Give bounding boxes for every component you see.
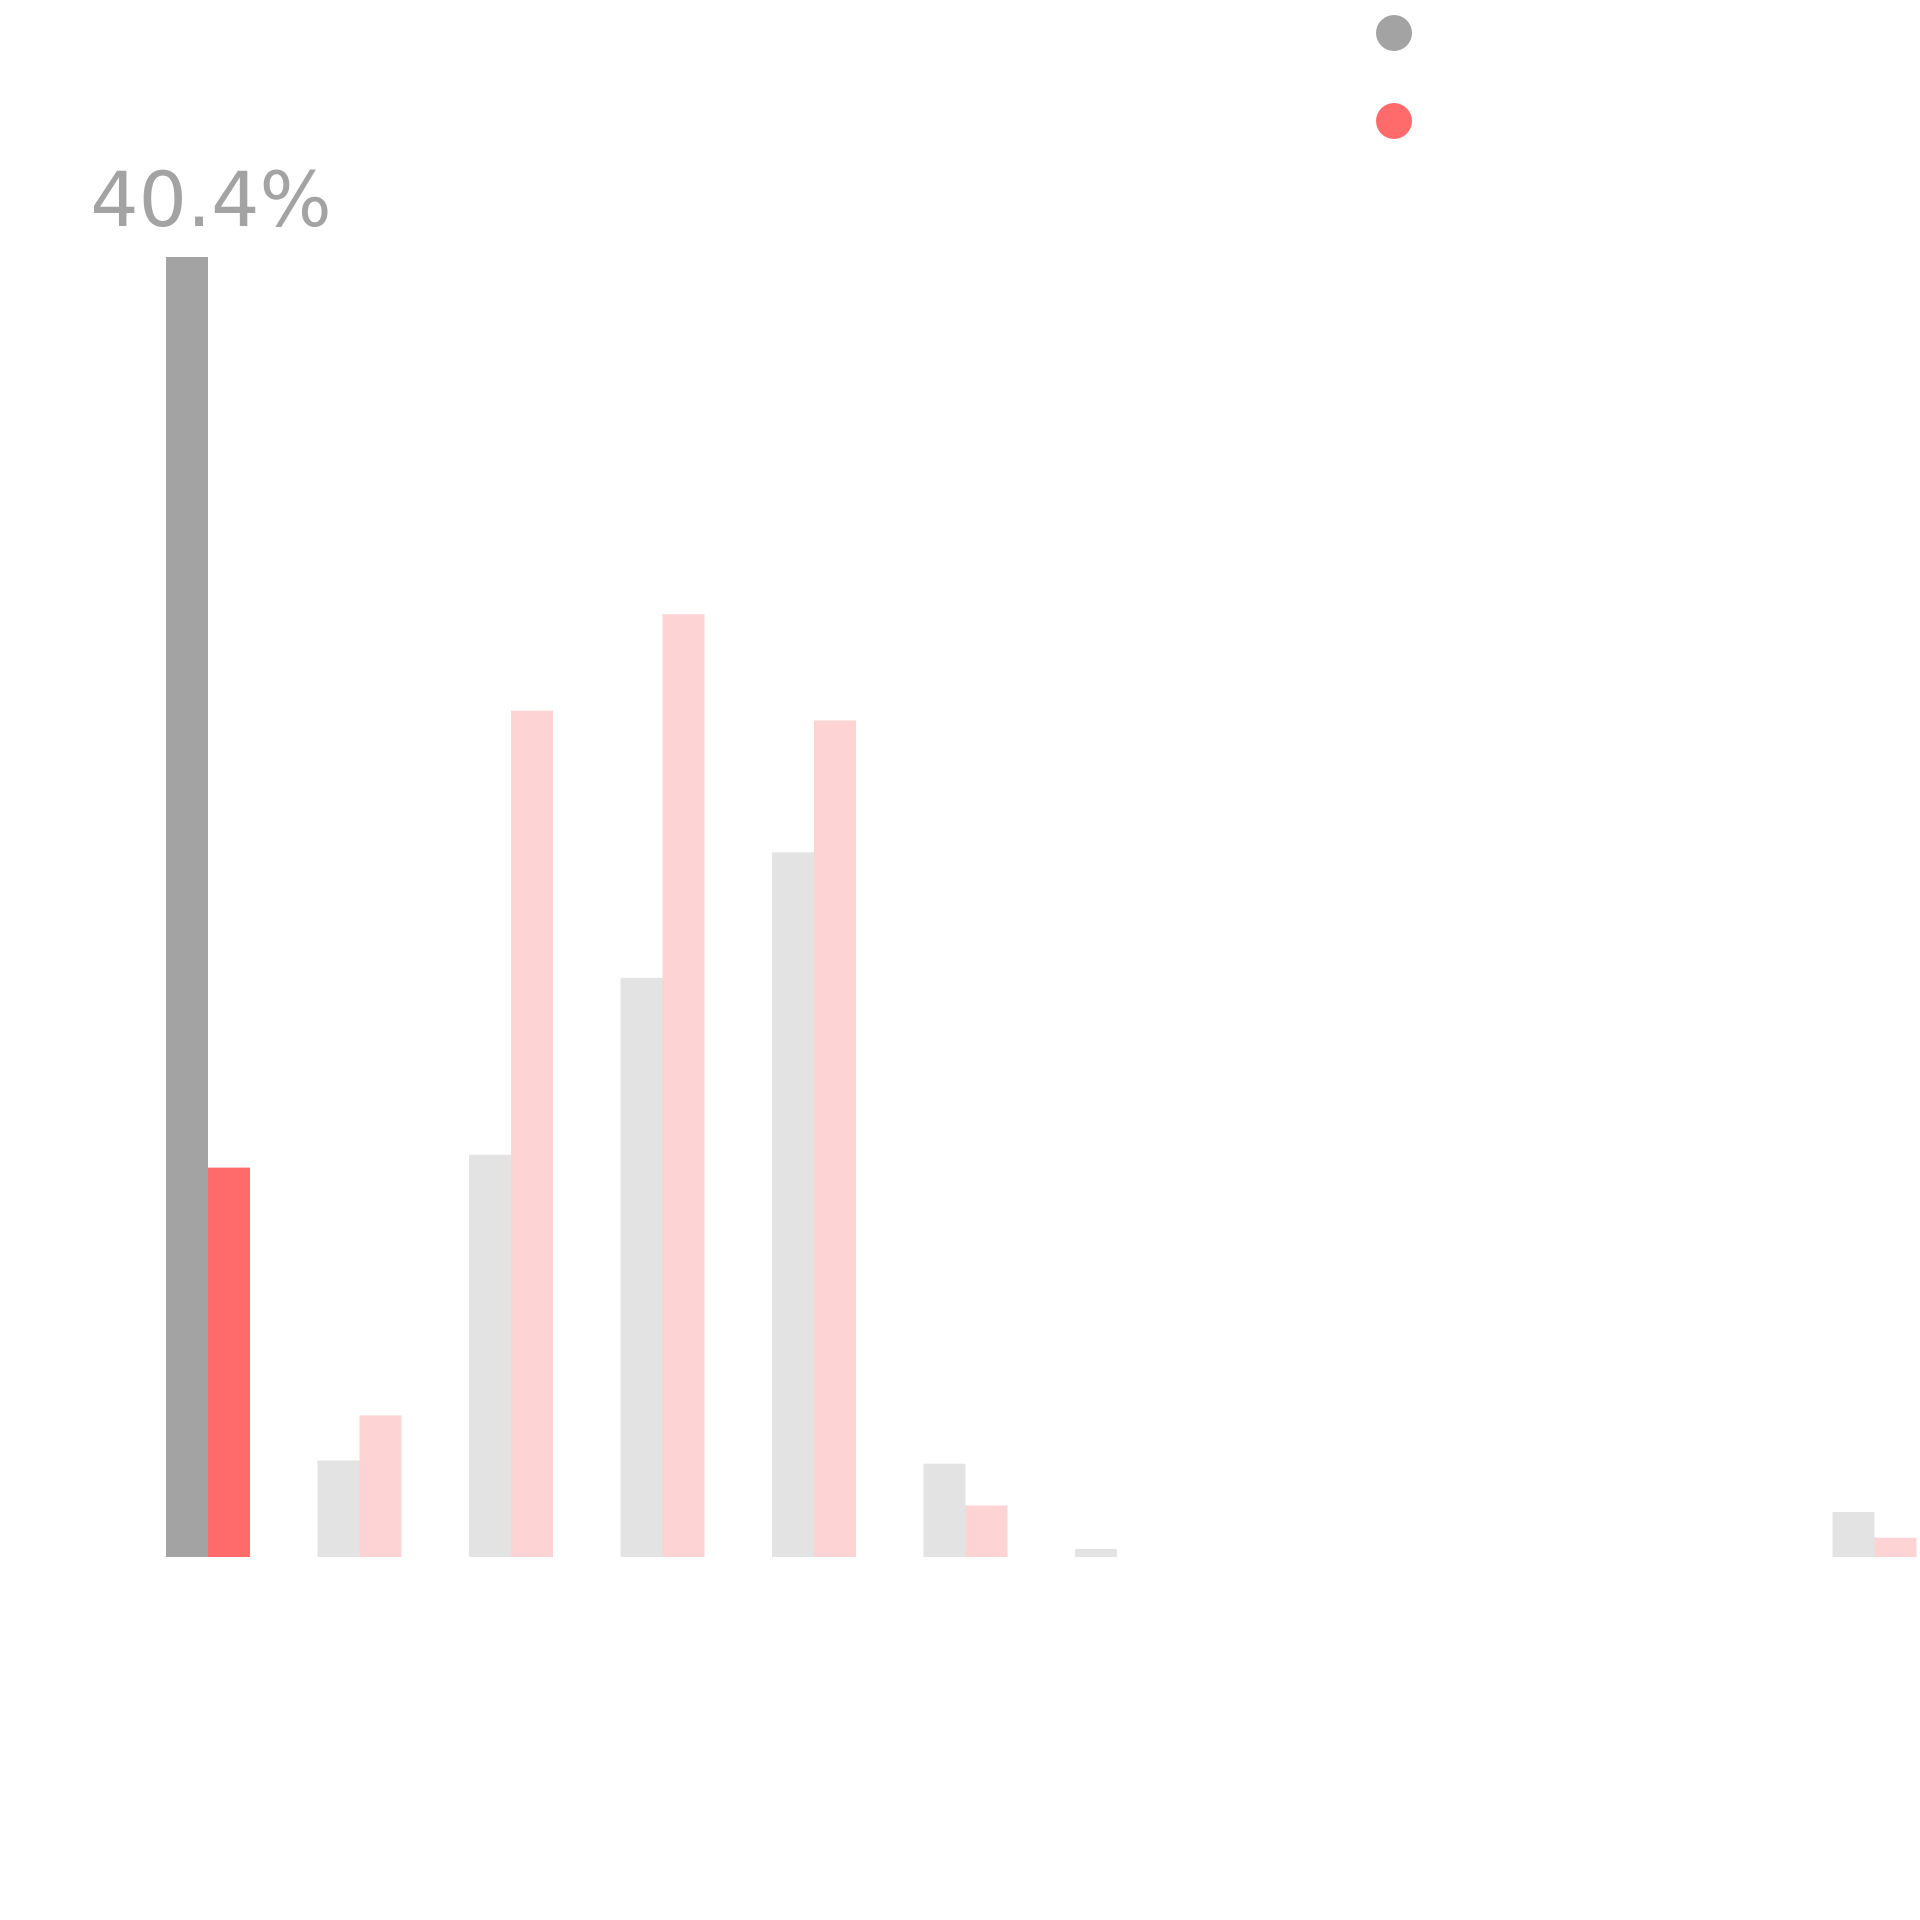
bar-series2-6 [965,1505,1008,1557]
bar-series2-12 [1874,1537,1917,1557]
legend-marker-series2 [1376,103,1412,139]
bar-group [166,257,1917,1557]
legend-marker-series1 [1376,15,1412,51]
bar-series2-3 [511,710,553,1557]
bar-series1-3 [469,1154,511,1557]
bar-series2-4 [662,614,705,1557]
bar-series2-2 [359,1415,402,1557]
bar-series2-5 [814,720,856,1557]
bar-series1-4 [620,977,663,1557]
legend [1376,15,1412,139]
data-label-group: 40.4% [90,155,331,244]
bar-series1-1 [166,257,208,1557]
bar-series1-5 [772,852,814,1557]
bar-series1-6 [923,1463,966,1557]
bar-series1-12 [1832,1512,1875,1557]
bar-series1-2 [317,1460,360,1557]
bar-series1-7 [1075,1549,1117,1557]
bar-series2-1 [208,1167,250,1557]
data-label-1: 40.4% [90,155,331,244]
